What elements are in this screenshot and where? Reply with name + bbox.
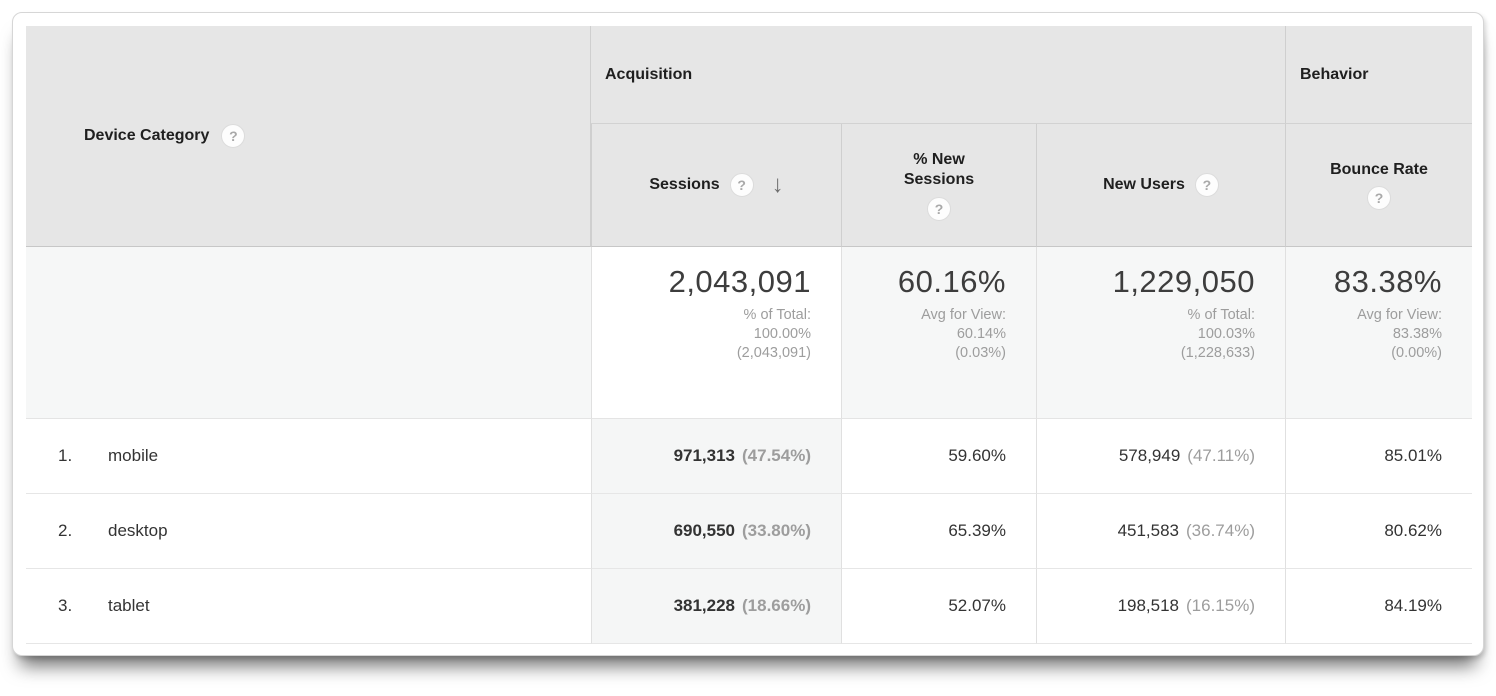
behavior-label: Behavior — [1300, 65, 1369, 83]
summary-new-users-subtext: % of Total: 100.03% (1,228,633) — [1180, 307, 1255, 361]
percent-of-total: (33.80%) — [742, 521, 811, 540]
summary-new-sessions-cell: 60.16% Avg for View: 60.14% (0.03%) — [841, 247, 1036, 419]
help-icon[interactable]: ? — [729, 173, 754, 197]
summary-new-sessions-subtext: Avg for View: 60.14% (0.03%) — [921, 307, 1006, 361]
new-users-label: New Users — [1103, 176, 1185, 193]
sessions-label: Sessions — [649, 176, 720, 193]
group-header-acquisition: Acquisition — [591, 26, 1285, 124]
percent-of-total: (18.66%) — [742, 596, 811, 615]
summary-sessions-cell: 2,043,091 % of Total: 100.00% (2,043,091… — [591, 247, 841, 419]
summary-sessions-subtext: % of Total: 100.00% (2,043,091) — [736, 307, 811, 361]
table-row-label-tablet: 3. tablet — [26, 569, 591, 644]
device-name: mobile — [108, 446, 159, 465]
summary-dimension-cell — [26, 247, 591, 419]
bounce-rate-label: Bounce Rate — [1330, 160, 1428, 178]
column-header-sessions[interactable]: Sessions ? ↓ — [591, 124, 841, 247]
analytics-table-card: Device Category ? Acquisition Behavior S… — [12, 12, 1484, 656]
cell-new-users: 198,518 (16.15%) — [1036, 569, 1285, 644]
device-name: desktop — [108, 521, 168, 540]
row-index: 2. — [58, 521, 73, 540]
column-header-bounce-rate[interactable]: Bounce Rate ? — [1285, 124, 1472, 247]
percent-of-total: (47.54%) — [742, 446, 811, 465]
cell-bounce-rate: 85.01% — [1285, 419, 1472, 494]
table-row-label-mobile: 1. mobile — [26, 419, 591, 494]
summary-bounce-rate-subtext: Avg for View: 83.38% (0.00%) — [1357, 307, 1442, 361]
column-header-new-sessions[interactable]: % New Sessions ? — [841, 124, 1036, 247]
new-sessions-label: % New Sessions — [903, 150, 975, 188]
cell-new-sessions: 59.60% — [841, 419, 1036, 494]
cell-sessions: 690,550 (33.80%) — [591, 494, 841, 569]
help-icon[interactable]: ? — [1194, 173, 1219, 197]
summary-new-sessions-value: 60.16% — [897, 264, 1006, 299]
cell-bounce-rate: 84.19% — [1285, 569, 1472, 644]
column-header-device-category[interactable]: Device Category ? — [26, 26, 591, 247]
cell-new-users: 578,949 (47.11%) — [1036, 419, 1285, 494]
percent-of-total: (36.74%) — [1186, 521, 1255, 540]
column-header-new-users[interactable]: New Users ? — [1036, 124, 1285, 247]
acquisition-label: Acquisition — [605, 65, 693, 83]
group-header-behavior: Behavior — [1285, 26, 1472, 124]
summary-new-users-value: 1,229,050 — [1112, 264, 1255, 299]
help-icon[interactable]: ? — [1366, 185, 1391, 210]
table-row-label-desktop: 2. desktop — [26, 494, 591, 569]
help-icon[interactable]: ? — [221, 124, 246, 148]
summary-bounce-rate-cell: 83.38% Avg for View: 83.38% (0.00%) — [1285, 247, 1472, 419]
cell-sessions: 971,313 (47.54%) — [591, 419, 841, 494]
cell-sessions: 381,228 (18.66%) — [591, 569, 841, 644]
device-category-label: Device Category — [84, 127, 210, 144]
row-index: 3. — [58, 596, 73, 615]
summary-sessions-value: 2,043,091 — [668, 264, 811, 299]
help-icon[interactable]: ? — [927, 196, 951, 221]
sort-descending-icon[interactable]: ↓ — [771, 171, 784, 198]
summary-new-users-cell: 1,229,050 % of Total: 100.03% (1,228,633… — [1036, 247, 1285, 419]
summary-bounce-rate-value: 83.38% — [1333, 264, 1442, 299]
cell-bounce-rate: 80.62% — [1285, 494, 1472, 569]
row-index: 1. — [58, 446, 73, 465]
cell-new-users: 451,583 (36.74%) — [1036, 494, 1285, 569]
cell-new-sessions: 65.39% — [841, 494, 1036, 569]
device-name: tablet — [108, 596, 150, 615]
percent-of-total: (47.11%) — [1187, 446, 1255, 465]
cell-new-sessions: 52.07% — [841, 569, 1036, 644]
percent-of-total: (16.15%) — [1186, 596, 1255, 615]
device-category-table: Device Category ? Acquisition Behavior S… — [26, 26, 1472, 644]
